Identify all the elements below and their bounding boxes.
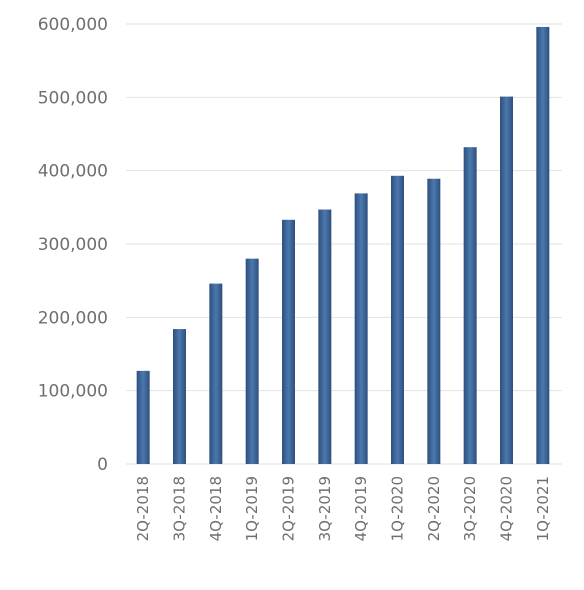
bar-3Q-2018 [173, 329, 186, 464]
x-tick-label: 1Q-2019 [243, 476, 261, 541]
x-tick-label: 4Q-2019 [352, 476, 370, 541]
y-tick-label: 100,000 [38, 382, 108, 402]
y-tick-label: 0 [97, 455, 108, 475]
x-axis-labels: 2Q-2018 3Q-2018 4Q-2018 1Q-2019 2Q-2019 3Q-20… [134, 476, 552, 541]
x-tick-label: 4Q-2018 [207, 476, 225, 541]
x-tick-label: 2Q-2019 [280, 476, 298, 541]
bar-4Q-2018 [209, 283, 223, 464]
x-tick-label: 2Q-2018 [134, 476, 152, 541]
bar-2Q-2019 [282, 219, 295, 464]
bar-4Q-2020 [500, 96, 513, 464]
x-tick-label: 2Q-2020 [425, 476, 443, 541]
y-tick-label: 200,000 [38, 308, 108, 328]
x-tick-label: 3Q-2018 [171, 476, 189, 541]
x-tick-label: 3Q-2019 [316, 476, 334, 541]
bar-3Q-2019 [318, 209, 332, 464]
y-axis-labels: 0 100,000 200,000 300,000 400,000 500,000 600,… [38, 15, 108, 475]
y-tick-label: 400,000 [38, 162, 108, 182]
bar-4Q-2019 [354, 193, 368, 464]
y-tick-label: 500,000 [38, 88, 108, 108]
bar-2Q-2020 [427, 178, 441, 464]
bar-3Q-2020 [463, 147, 477, 464]
x-tick-label: 3Q-2020 [461, 476, 479, 541]
y-tick-label: 300,000 [38, 235, 108, 255]
x-tick-label: 1Q-2020 [389, 476, 407, 541]
bars [136, 26, 550, 465]
bar-2Q-2018 [136, 370, 150, 464]
y-tick-label: 600,000 [38, 15, 108, 35]
x-tick-label: 1Q-2021 [534, 476, 552, 541]
bar-1Q-2019 [245, 258, 259, 464]
x-tick-label: 4Q-2020 [498, 476, 516, 541]
bar-1Q-2020 [391, 175, 404, 465]
bar-1Q-2021 [536, 26, 550, 465]
gridlines [126, 23, 562, 465]
